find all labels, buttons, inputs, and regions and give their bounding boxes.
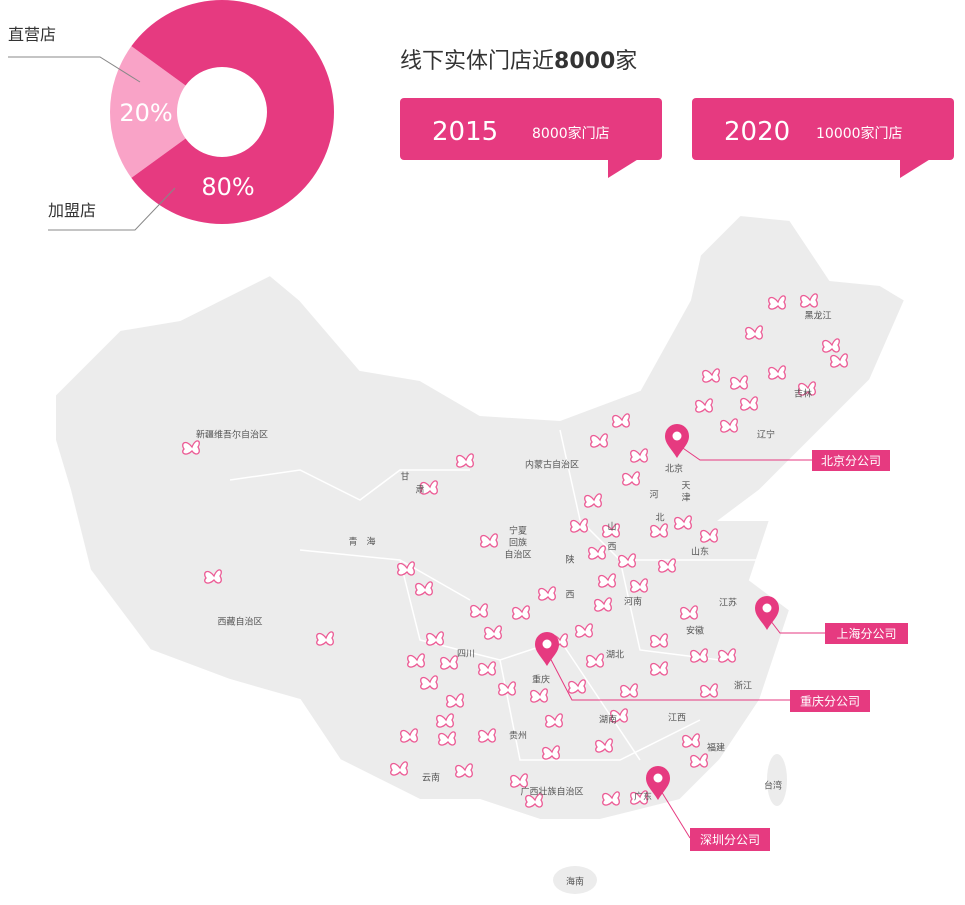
region-label: 天 xyxy=(681,482,690,492)
region-label: 自治区 xyxy=(504,549,531,561)
region-label: 四川 xyxy=(457,650,475,660)
value-label: 20% xyxy=(119,99,172,127)
region-label: 西 xyxy=(565,590,574,601)
region-label: 北京 xyxy=(665,463,683,475)
region-label: 西 xyxy=(607,542,616,553)
region-label: 湖北 xyxy=(606,650,624,661)
stat-text: 8000家门店 xyxy=(532,125,610,142)
region-label: 陕 xyxy=(565,554,574,566)
region-label: 新疆维吾尔自治区 xyxy=(196,429,268,441)
region-label: 内蒙古自治区 xyxy=(525,459,579,471)
region-label: 宁夏 xyxy=(509,525,527,537)
map xyxy=(54,213,907,894)
office-line xyxy=(546,651,790,701)
region-label: 肃 xyxy=(415,484,424,496)
leader-line xyxy=(8,56,141,83)
region-label: 台湾 xyxy=(764,780,782,792)
office-label: 深圳分公司 xyxy=(700,833,760,847)
region-label: 广东 xyxy=(634,791,652,803)
office-label: 重庆分公司 xyxy=(800,695,860,709)
stat-box: 2020 10000家门店 xyxy=(692,98,954,178)
title-part: 家 xyxy=(615,49,637,74)
legend-label: 加盟店 xyxy=(48,201,96,220)
region-label: 重庆 xyxy=(532,674,550,686)
region-label: 贵州 xyxy=(509,730,527,742)
office-box xyxy=(790,690,870,712)
office-label: 上海分公司 xyxy=(836,626,896,641)
donut-slice xyxy=(109,46,186,178)
region-label: 津 xyxy=(681,493,690,504)
legend-label: 直营店 xyxy=(8,25,56,44)
region-label: 辽宁 xyxy=(757,429,775,441)
title-part: 线下实体门店近 xyxy=(400,49,554,74)
region-label: 海南 xyxy=(566,876,584,888)
region-label: 福建 xyxy=(707,742,725,754)
office-line xyxy=(657,785,691,839)
region-label: 云南 xyxy=(422,772,440,784)
stat-box: 2015 8000家门店 xyxy=(400,98,662,178)
region-label: 江西 xyxy=(668,713,686,724)
region-label: 湖南 xyxy=(599,714,617,726)
region-label: 黑龙江 xyxy=(804,310,831,322)
office-box xyxy=(690,828,770,851)
stat-text: 10000家门店 xyxy=(816,125,903,142)
region-label: 山东 xyxy=(691,546,709,558)
region-label: 吉林 xyxy=(794,388,812,400)
office-label: 北京分公司 xyxy=(821,454,881,468)
region-label: 青 海 xyxy=(348,536,375,548)
title: 线下实体门店近8000家 xyxy=(400,49,637,74)
office-box xyxy=(825,623,908,644)
region-label: 回族 xyxy=(509,537,527,549)
region-label: 安徽 xyxy=(686,625,704,637)
stat-year: 2020 xyxy=(724,117,790,147)
leader-line xyxy=(48,187,176,231)
region-label: 甘 xyxy=(400,471,409,483)
region-label: 河南 xyxy=(624,596,642,608)
region-label: 广西壮族自治区 xyxy=(520,786,583,798)
stat-year: 2015 xyxy=(432,117,498,147)
office-box xyxy=(812,450,890,471)
donut-slice xyxy=(131,0,334,225)
region-label: 浙江 xyxy=(734,680,752,692)
title-part: 8000 xyxy=(554,49,615,74)
region-label: 河 xyxy=(649,489,658,501)
office-line xyxy=(676,443,812,461)
region-label: 北 xyxy=(655,513,664,524)
region-label: 江苏 xyxy=(719,597,737,609)
region-label: 西藏自治区 xyxy=(217,616,262,628)
donut-chart: 20% 80% xyxy=(109,0,334,225)
region-label: 山 xyxy=(607,522,616,533)
value-label: 80% xyxy=(201,173,254,201)
